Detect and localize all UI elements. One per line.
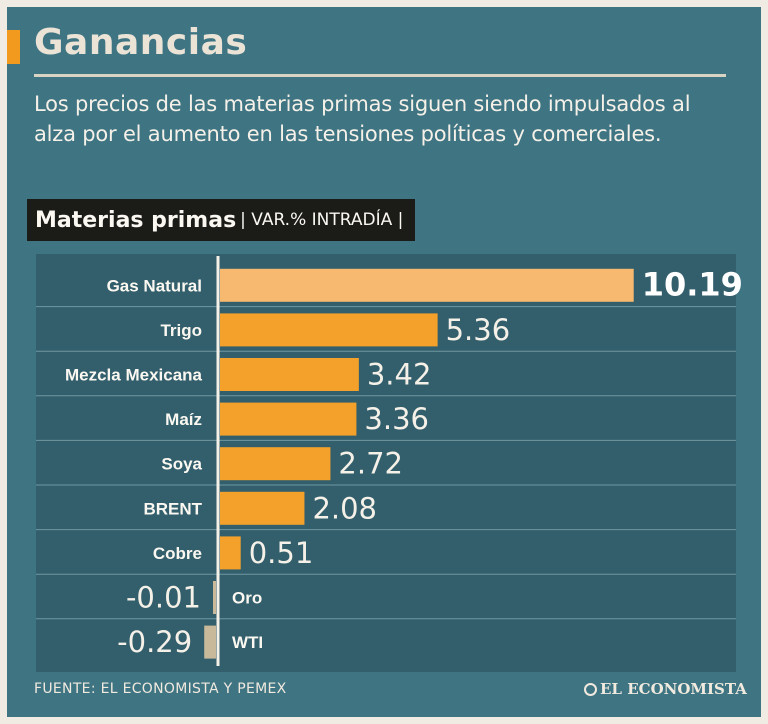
bar [220,536,241,570]
bar [220,402,357,436]
value-label: 2.08 [312,491,377,525]
category-label: Maíz [165,410,202,429]
bar [213,581,216,614]
category-label: Soya [161,455,202,474]
chart-header-title: Materias primas [35,207,237,233]
value-label: -0.01 [126,581,201,615]
bar [220,447,331,481]
value-label: 0.51 [249,536,314,570]
value-label: 3.36 [364,402,429,436]
category-label: Cobre [153,544,202,563]
category-label: Trigo [160,321,202,340]
grid-lines [36,306,736,620]
source-note: FUENTE: EL ECONOMISTA Y PEMEX [34,681,287,697]
bar [220,358,359,391]
value-labels: 10.19 5.36 3.42 3.36 2.72 2.08 0.51 -0.01 -0.29 [117,265,743,659]
bar [220,491,305,525]
value-label: 5.36 [446,313,511,347]
value-label: 2.72 [338,447,403,481]
title-divider [34,74,726,77]
category-label: WTI [232,633,263,652]
bar [220,313,438,347]
value-label: 10.19 [642,265,743,303]
category-label: Oro [232,589,262,608]
category-label: BRENT [143,499,202,518]
bars [204,268,634,659]
value-label: -0.29 [117,625,192,659]
bar [220,268,634,302]
brand-name: EL ECONOMISTA [600,680,747,698]
bar [204,625,216,659]
category-labels: Gas Natural Trigo Mezcla Mexicana Maíz Soya B… [65,276,263,652]
category-label: Gas Natural [107,276,202,295]
subtitle: Los precios de las materias primas sigue… [34,92,691,146]
chart-header: Materias primas | VAR.% INTRADÍA | [27,199,416,241]
category-label: Mezcla Mexicana [65,366,203,385]
brand-mark-icon [584,683,597,696]
value-label: 3.42 [367,358,432,392]
chart-header-unit: | VAR.% INTRADÍA | [240,210,404,230]
brand-logo: EL ECONOMISTA [584,680,747,698]
page-title: Ganancias [34,22,248,63]
title-accent-bar [7,30,20,64]
